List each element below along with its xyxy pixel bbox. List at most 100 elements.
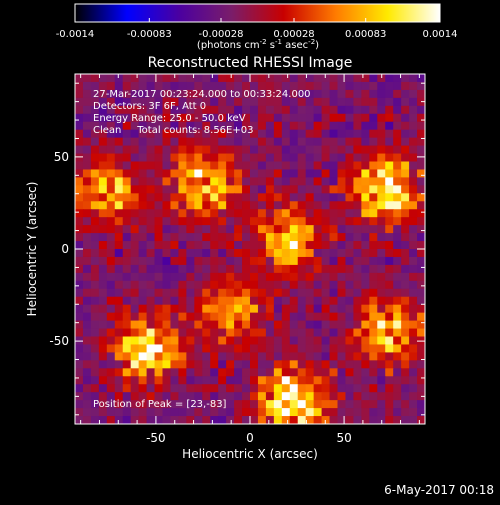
image-pixel <box>385 241 394 250</box>
image-pixel <box>202 272 211 282</box>
image-pixel <box>210 249 219 258</box>
image-pixel <box>178 272 187 282</box>
image-pixel <box>186 328 195 338</box>
image-pixel <box>178 264 187 274</box>
image-pixel <box>369 145 378 155</box>
image-pixel <box>82 288 92 298</box>
image-pixel <box>170 137 180 147</box>
image-pixel <box>385 129 394 139</box>
image-pixel <box>90 328 100 338</box>
image-pixel <box>353 89 362 99</box>
image-pixel <box>75 249 84 258</box>
image-pixel <box>210 74 219 83</box>
image-pixel <box>337 81 347 91</box>
image-pixel <box>82 312 92 322</box>
image-pixel <box>162 376 172 385</box>
image-pixel <box>313 113 323 123</box>
image-pixel <box>329 312 339 322</box>
image-pixel <box>98 384 108 393</box>
image-pixel <box>273 145 283 155</box>
image-pixel <box>106 368 116 377</box>
image-pixel <box>202 241 211 250</box>
image-pixel <box>361 121 370 131</box>
image-pixel <box>218 193 227 202</box>
image-pixel <box>154 177 164 186</box>
image-pixel <box>273 288 283 298</box>
image-pixel <box>138 113 148 123</box>
image-pixel <box>162 328 172 338</box>
image-pixel <box>297 360 307 369</box>
image-pixel <box>250 169 259 179</box>
image-pixel <box>401 408 410 417</box>
image-pixel <box>234 209 243 218</box>
image-pixel <box>321 392 331 401</box>
image-pixel <box>329 74 339 83</box>
image-pixel <box>297 137 307 147</box>
image-pixel <box>345 145 355 155</box>
image-pixel <box>202 89 211 99</box>
image-pixel <box>162 368 172 377</box>
image-pixel <box>75 320 84 330</box>
image-pixel <box>186 392 195 401</box>
image-pixel <box>305 304 315 314</box>
image-pixel <box>106 336 116 346</box>
image-pixel <box>170 360 180 369</box>
image-pixel <box>106 241 116 250</box>
image-pixel <box>329 193 339 202</box>
image-pixel <box>146 233 156 242</box>
image-pixel <box>98 400 108 409</box>
image-pixel <box>218 368 227 377</box>
image-pixel <box>369 288 378 298</box>
image-pixel <box>377 129 386 139</box>
y-tick-label: 0 <box>61 242 69 256</box>
image-pixel <box>146 137 156 147</box>
image-pixel <box>178 344 187 354</box>
image-pixel <box>250 81 259 91</box>
image-pixel <box>369 225 378 234</box>
image-pixel <box>98 360 108 369</box>
image-pixel <box>106 360 116 369</box>
image-pixel <box>82 121 92 131</box>
image-pixel <box>98 74 108 83</box>
image-pixel <box>194 280 203 290</box>
image-pixel <box>401 81 410 91</box>
image-pixel <box>178 312 187 322</box>
image-pixel <box>154 408 164 417</box>
image-pixel <box>281 249 291 258</box>
image-pixel <box>130 360 140 369</box>
image-pixel <box>122 185 132 194</box>
image-pixel <box>242 408 251 417</box>
image-pixel <box>250 360 259 369</box>
image-pixel <box>369 193 378 202</box>
image-pixel <box>90 121 100 131</box>
image-pixel <box>393 280 402 290</box>
image-pixel <box>114 368 124 377</box>
image-pixel <box>122 233 132 242</box>
image-pixel <box>146 288 156 298</box>
image-pixel <box>305 360 315 369</box>
image-pixel <box>377 161 386 171</box>
image-pixel <box>242 129 251 139</box>
image-pixel <box>361 137 370 147</box>
image-pixel <box>369 105 378 115</box>
image-pixel <box>122 384 132 393</box>
image-pixel <box>345 320 355 330</box>
image-pixel <box>305 320 315 330</box>
image-pixel <box>257 81 267 91</box>
image-pixel <box>393 225 402 234</box>
image-pixel <box>162 344 172 354</box>
image-pixel <box>106 145 116 155</box>
image-pixel <box>234 193 243 202</box>
image-pixel <box>130 249 140 258</box>
image-pixel <box>242 105 251 115</box>
image-pixel <box>82 304 92 314</box>
image-pixel <box>417 328 425 338</box>
image-pixel <box>257 97 267 107</box>
image-pixel <box>273 137 283 147</box>
image-pixel <box>162 97 172 107</box>
image-pixel <box>138 400 148 409</box>
image-pixel <box>297 177 307 186</box>
image-pixel <box>106 193 116 202</box>
image-pixel <box>353 320 362 330</box>
image-pixel <box>361 81 370 91</box>
